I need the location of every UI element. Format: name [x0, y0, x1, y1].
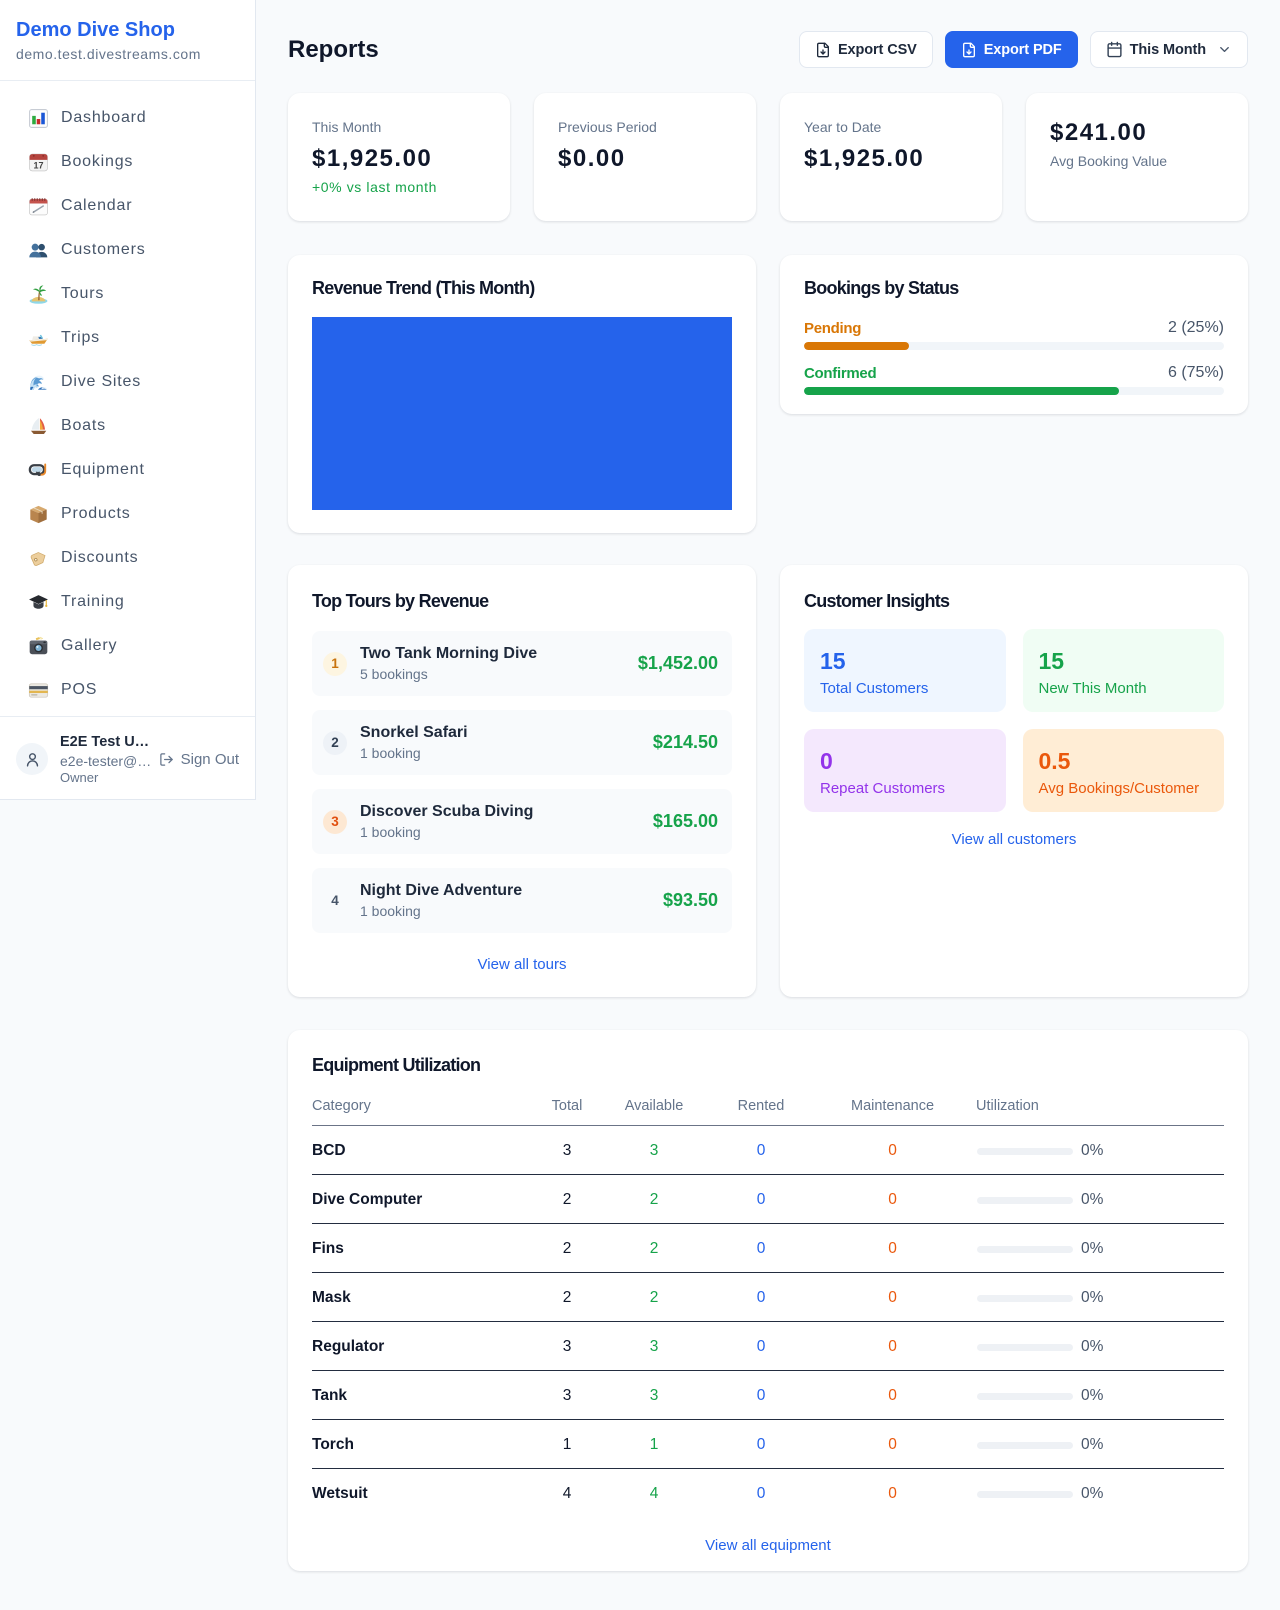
svg-text:17: 17 [33, 160, 43, 170]
